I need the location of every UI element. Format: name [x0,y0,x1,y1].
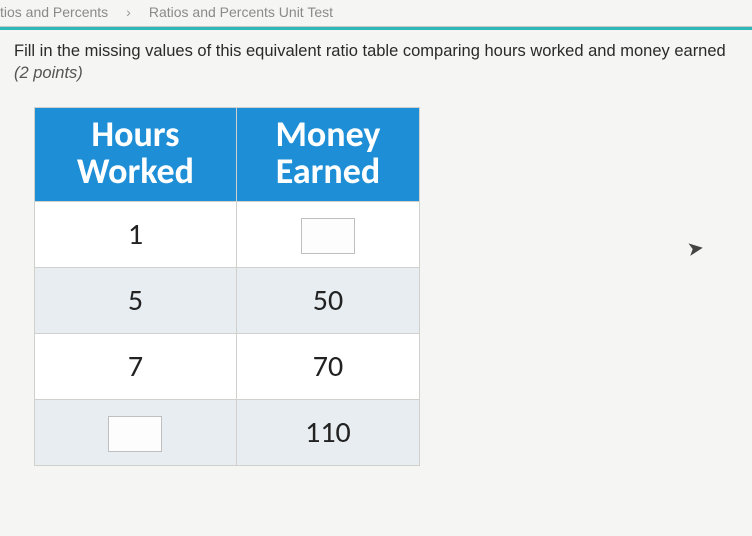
breadcrumb-item-section[interactable]: tios and Percents [0,4,108,20]
breadcrumb: tios and Percents › Ratios and Percents … [0,0,752,27]
cursor-icon: ➤ [686,235,706,262]
answer-input-money-1[interactable] [301,218,355,254]
answer-input-hours-4[interactable] [108,416,162,452]
table-row: 5 50 [35,268,420,334]
cell-money-1 [236,202,419,268]
ratio-table: Hours Worked Money Earned 1 5 50 [34,107,420,467]
cell-money-2: 50 [236,268,419,334]
cell-money-4: 110 [236,400,419,466]
question-prompt: Fill in the missing values of this equiv… [0,30,752,89]
cell-hours-2: 5 [35,268,237,334]
cell-hours-1: 1 [35,202,237,268]
table-row: 1 [35,202,420,268]
ratio-table-wrap: Hours Worked Money Earned 1 5 50 [0,89,752,467]
question-points: (2 points) [14,64,83,82]
table-row: 7 70 [35,334,420,400]
cell-hours-4 [35,400,237,466]
cell-hours-3: 7 [35,334,237,400]
column-header-hours: Hours Worked [35,107,237,202]
cell-money-3: 70 [236,334,419,400]
chevron-right-icon: › [126,4,131,20]
header-hours-line2: Worked [41,153,230,191]
table-row: 110 [35,400,420,466]
column-header-money: Money Earned [236,107,419,202]
breadcrumb-item-test[interactable]: Ratios and Percents Unit Test [149,4,333,20]
header-money-line2: Earned [243,153,413,191]
question-text: Fill in the missing values of this equiv… [14,42,726,60]
header-hours-line1: Hours [41,116,230,154]
header-money-line1: Money [243,116,413,154]
